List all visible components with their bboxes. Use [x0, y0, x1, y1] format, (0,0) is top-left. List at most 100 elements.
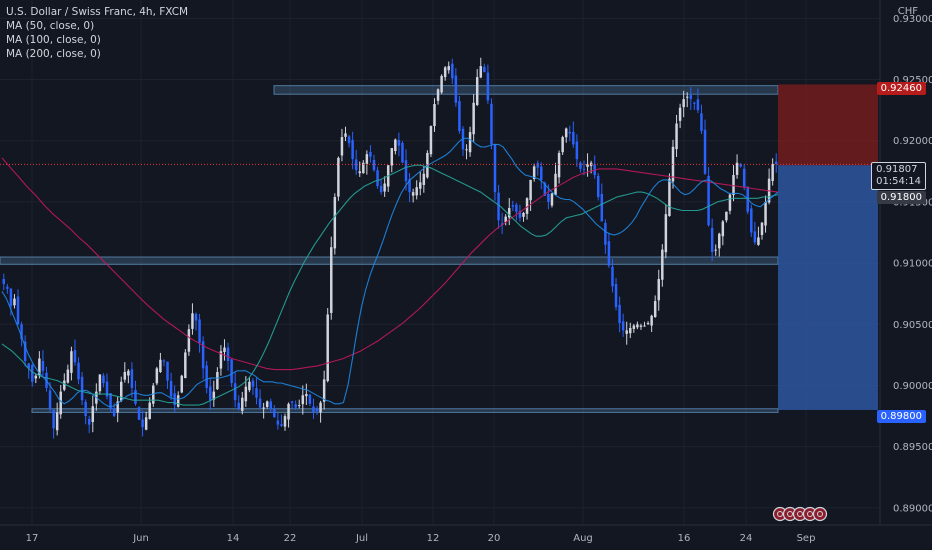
candle-body [397, 140, 401, 146]
candle-body [529, 179, 532, 201]
candle-body [362, 162, 365, 174]
candle-body [390, 148, 394, 166]
candle-body [205, 365, 208, 388]
candle-body [611, 266, 614, 287]
candle-body [105, 381, 109, 397]
candle-body [411, 192, 415, 196]
candle-body [134, 389, 137, 404]
candle-body [379, 185, 383, 193]
long-position-tool[interactable] [778, 84, 878, 410]
candle-body [194, 313, 198, 321]
candle-body [415, 187, 418, 196]
candle-body [148, 402, 151, 419]
candle-body [66, 369, 70, 383]
candle-body [123, 372, 127, 380]
candle-body [176, 395, 180, 407]
candle-body [515, 204, 518, 212]
ma50-line [1, 137, 779, 407]
candle-body [251, 380, 255, 387]
candle-body [23, 341, 27, 362]
candle-body [600, 193, 604, 222]
candle-body [212, 391, 216, 400]
candle-body [436, 89, 440, 101]
time-axis[interactable]: 17 Jun 14 22 Jul 12 20 Aug 16 24 Sep [0, 524, 932, 544]
candle-body [191, 313, 194, 329]
candle-body [319, 402, 322, 413]
candle-body [63, 380, 66, 390]
currency-label[interactable]: CHF [897, 6, 918, 17]
replay-badges[interactable] [772, 506, 828, 522]
candle-body [639, 325, 643, 327]
candle-body [547, 193, 550, 202]
candle-body [750, 208, 753, 233]
price-tick-label: 0.92000 [893, 136, 932, 147]
candle-body [290, 401, 294, 403]
candle-body [248, 381, 251, 391]
candle-body [596, 175, 600, 198]
candle-body [137, 407, 141, 420]
candle-body [340, 137, 344, 156]
candle-body [155, 368, 159, 384]
candle-body [333, 197, 337, 249]
candle-body [760, 222, 764, 236]
moving-averages [1, 137, 779, 407]
candle-body [305, 394, 308, 397]
candle-body [255, 388, 258, 398]
candle-body [27, 363, 30, 369]
candle-body [447, 66, 450, 71]
candle-body [693, 102, 696, 104]
candle-body [91, 406, 95, 423]
grid [0, 0, 880, 525]
candle-body [34, 375, 38, 379]
candle-body [643, 325, 646, 327]
candle-body [557, 152, 561, 178]
candle-body [169, 380, 173, 397]
candle-body [372, 159, 376, 171]
candle-body [572, 131, 575, 145]
candle-body [568, 131, 572, 134]
candle-body [475, 77, 479, 105]
ma100-legend[interactable]: MA (100, close, 0) [6, 34, 101, 46]
candle-body [554, 173, 557, 195]
candle-body [454, 75, 458, 103]
candle-body [657, 279, 660, 301]
candle-body [308, 394, 312, 404]
candle-body [98, 374, 102, 392]
candle-body [2, 279, 6, 284]
event-badge-ring [807, 511, 813, 517]
candle-body [180, 375, 184, 393]
candle-body [244, 386, 248, 402]
candle-body [721, 221, 725, 237]
candle-body [20, 324, 23, 339]
candle-body [102, 375, 105, 384]
candle-body [433, 104, 436, 127]
candle-body [532, 166, 536, 179]
candle-body [70, 351, 73, 373]
candle-body [351, 140, 354, 160]
take-profit-tag: 0.92460 [876, 82, 926, 95]
candle-body [283, 416, 287, 427]
ma50-legend[interactable]: MA (50, close, 0) [6, 20, 95, 32]
candle-body [543, 182, 547, 196]
candle-body [144, 417, 148, 430]
candle-body [586, 163, 589, 167]
candle-body [614, 284, 618, 308]
candle-body [685, 96, 689, 98]
candle-body [322, 379, 326, 402]
current-price-value: 0.91807 [876, 164, 918, 175]
candle-body [668, 178, 671, 217]
candle-body [479, 66, 483, 78]
candle-body [451, 63, 454, 79]
time-tick-label: Jul [355, 533, 368, 544]
candle-body [48, 390, 52, 409]
ma200-legend[interactable]: MA (200, close, 0) [6, 48, 101, 60]
candle-body [732, 175, 735, 196]
target-zone [778, 84, 878, 166]
candle-body [184, 352, 187, 379]
candle-body [465, 149, 468, 151]
candle-body [344, 133, 347, 137]
candle-body [525, 198, 529, 214]
stop-zone [778, 165, 878, 410]
symbol-title[interactable]: U.S. Dollar / Swiss Franc, 4h, FXCM [6, 6, 189, 18]
